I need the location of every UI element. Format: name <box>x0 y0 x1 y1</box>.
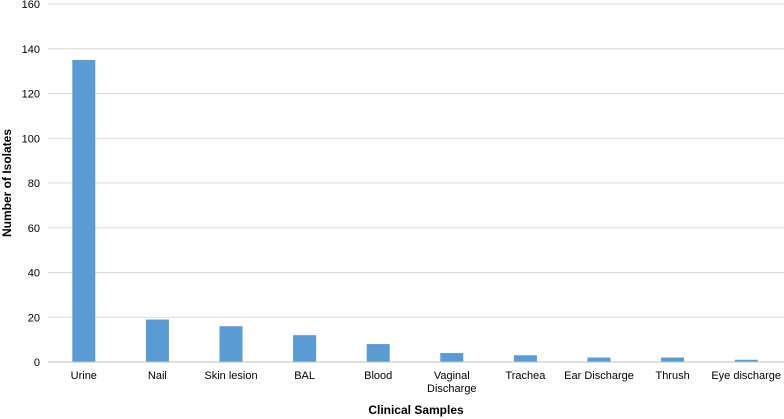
bar <box>513 355 537 362</box>
bar <box>293 335 317 362</box>
bar <box>734 359 758 362</box>
y-tick-label: 100 <box>22 133 40 145</box>
x-axis-ticks: Urine Nail Skin lesion BAL Blood VaginalDisch… <box>71 370 781 395</box>
y-tick-label: 60 <box>28 223 40 235</box>
y-tick-label: 40 <box>28 268 40 280</box>
y-tick-label: 0 <box>34 357 40 369</box>
bar <box>366 344 390 362</box>
y-tick-label: 160 <box>22 0 40 11</box>
x-axis-title: Clinical Samples <box>368 403 464 417</box>
y-tick-label: 20 <box>28 312 40 324</box>
bar <box>72 59 96 362</box>
x-tick-label: BAL <box>294 370 315 382</box>
x-tick-label: Ear Discharge <box>564 370 634 382</box>
bar <box>587 357 611 362</box>
x-tick-label: Thrush <box>655 370 689 382</box>
x-tick-label: Urine <box>71 370 97 382</box>
y-axis-ticks: 0 20 40 60 80 100 120 140 160 <box>22 0 40 369</box>
bar <box>661 357 685 362</box>
bar <box>440 353 464 362</box>
bar <box>219 326 243 362</box>
x-tick-label: Trachea <box>505 370 546 382</box>
x-tick-label: Vaginal <box>434 370 470 382</box>
gridlines <box>48 3 784 318</box>
x-tick-label: Discharge <box>427 383 477 395</box>
y-axis-title: Number of Isolates <box>0 129 14 237</box>
bar <box>145 319 169 362</box>
y-tick-label: 120 <box>22 89 40 101</box>
x-tick-label: Skin lesion <box>204 370 257 382</box>
x-tick-label: Nail <box>148 370 167 382</box>
bars <box>72 59 758 362</box>
x-tick-label: Eye discharge <box>711 370 781 382</box>
x-tick-label: Blood <box>364 370 392 382</box>
y-tick-label: 80 <box>28 178 40 190</box>
y-tick-label: 140 <box>22 44 40 56</box>
